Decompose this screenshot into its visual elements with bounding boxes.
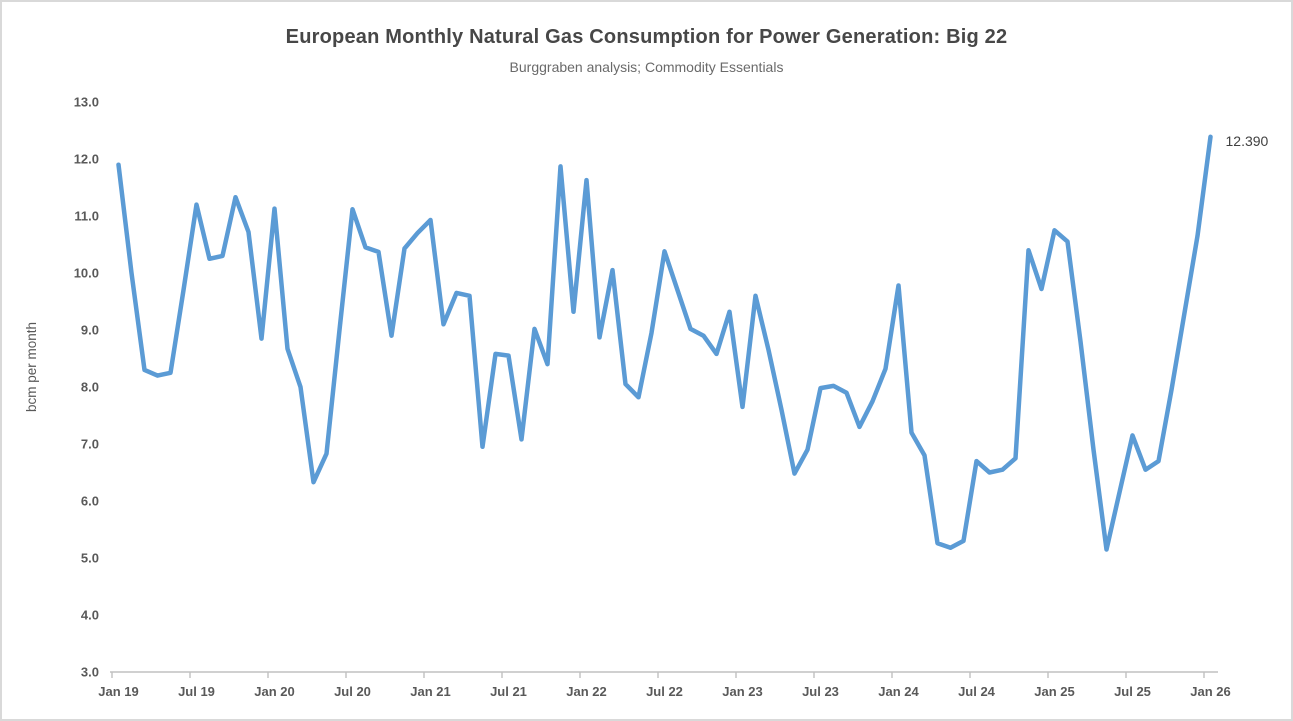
x-tick-label: Jul 23 [802, 684, 839, 699]
y-tick-label: 10.0 [74, 266, 99, 281]
y-tick-label: 5.0 [81, 551, 99, 566]
x-axis-tick-marks [111, 672, 1205, 678]
y-tick-label: 12.0 [74, 152, 99, 167]
chart-subtitle: Burggraben analysis; Commodity Essential… [509, 59, 784, 75]
y-tick-label: 8.0 [81, 380, 99, 395]
x-tick-label: Jan 19 [98, 684, 138, 699]
x-tick-label: Jan 25 [1034, 684, 1074, 699]
x-tick-label: Jan 23 [722, 684, 762, 699]
y-tick-label: 9.0 [81, 323, 99, 338]
chart-title: European Monthly Natural Gas Consumption… [285, 26, 1008, 48]
y-tick-label: 7.0 [81, 437, 99, 452]
x-tick-label: Jan 20 [254, 684, 294, 699]
y-tick-label: 13.0 [74, 95, 99, 110]
y-tick-label: 3.0 [81, 665, 99, 680]
last-value-label: 12.390 [1226, 133, 1269, 149]
y-tick-label: 4.0 [81, 608, 99, 623]
x-tick-label: Jul 24 [958, 684, 996, 699]
x-tick-label: Jan 22 [566, 684, 606, 699]
x-tick-label: Jul 21 [490, 684, 527, 699]
y-tick-label: 6.0 [81, 494, 99, 509]
x-axis-labels: Jan 19 Jul 19 Jan 20 Jul 20 Jan 21 Jul 21 Jan … [98, 684, 1230, 699]
y-tick-label: 11.0 [74, 209, 99, 224]
x-tick-label: Jan 26 [1190, 684, 1230, 699]
x-tick-label: Jul 20 [334, 684, 371, 699]
x-tick-label: Jul 22 [646, 684, 683, 699]
x-tick-label: Jul 19 [178, 684, 215, 699]
y-axis-title: bcm per month [24, 322, 39, 412]
y-axis-labels: 3.0 4.0 5.0 6.0 7.0 8.0 9.0 10.0 11.0 12.0 13.0 [74, 95, 99, 680]
x-tick-label: Jan 21 [410, 684, 450, 699]
gas-consumption-line-series [116, 134, 1213, 552]
x-tick-label: Jan 24 [878, 684, 919, 699]
x-tick-label: Jul 25 [1114, 684, 1151, 699]
